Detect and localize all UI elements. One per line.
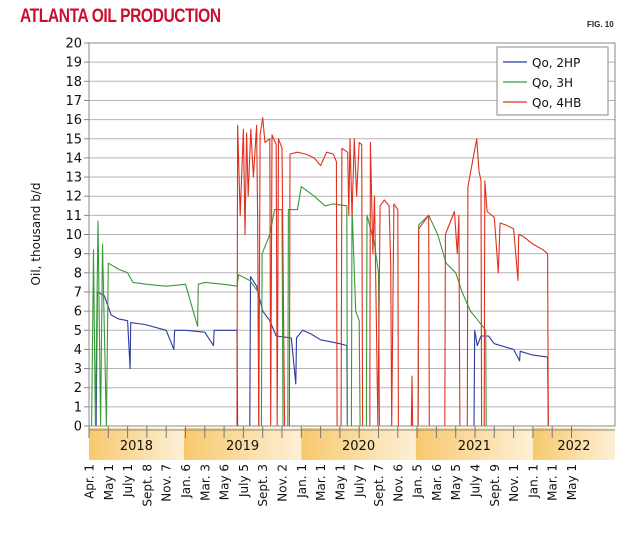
y-axis-label: Oil, thousand b/d [29, 183, 43, 286]
x-tick-label: Jan. 1 [295, 464, 309, 499]
x-tick-label: Sept. 7 [372, 464, 386, 507]
figure-label: FIG. 10 [587, 20, 614, 29]
chart-title: ATLANTA OIL PRODUCTION [20, 6, 221, 27]
y-tick-label: 17 [65, 94, 82, 109]
year-label: 2020 [342, 439, 375, 454]
x-tick-label: Sept. 8 [140, 464, 154, 507]
x-tick-label: Jan. 5 [411, 464, 425, 499]
x-tick-label: Nov. 7 [160, 464, 174, 502]
y-tick-label: 16 [65, 113, 82, 128]
y-tick-label: 2 [74, 381, 82, 396]
y-tick-label: 4 [74, 343, 82, 358]
x-tick-label: Mar. 6 [430, 464, 444, 501]
legend: Qo, 2HP Qo, 3H Qo, 4HB [496, 46, 609, 116]
plot-frame [88, 42, 616, 427]
y-tick-label: 19 [65, 56, 82, 71]
x-tick-label: May 1 [565, 464, 579, 500]
x-tick-label: July 1 [121, 464, 135, 498]
y-tick-label: 15 [65, 132, 82, 147]
y-tick-label: 10 [65, 228, 82, 243]
year-band [89, 428, 184, 460]
x-tick-label: Sept. 3 [256, 464, 270, 507]
year-label: 2021 [458, 439, 491, 454]
legend-label: Qo, 3H [532, 76, 573, 90]
x-axis: Apr. 1 May 1 July 1 Sept. 8 Nov. 7 Jan. 6 Mar.… [83, 426, 615, 507]
x-tick-label: May 6 [218, 464, 232, 500]
y-tick-label: 13 [65, 171, 82, 186]
series-line-qo-3h [91, 186, 610, 427]
x-tick-label: Nov. 1 [507, 464, 521, 502]
year-label: 2018 [120, 439, 153, 454]
y-tick-label: 5 [74, 324, 82, 339]
x-tick-label: Mar. 1 [546, 464, 560, 501]
x-tick-label: Mar. 1 [314, 464, 328, 501]
y-tick-label: 1 [74, 400, 82, 415]
year-bands: 2018 2019 2020 2021 2022 [89, 428, 615, 460]
y-tick-label: 7 [74, 285, 82, 300]
y-tick-label: 0 [74, 420, 82, 435]
year-label: 2019 [226, 439, 259, 454]
y-tick-label: 9 [74, 247, 82, 262]
y-tick-label: 11 [65, 209, 82, 224]
legend-label: Qo, 4HB [532, 96, 581, 110]
y-tick-label: 3 [74, 362, 82, 377]
year-label: 2022 [557, 439, 590, 454]
x-tick-label: May 5 [449, 464, 463, 500]
x-tick-label: Mar. 3 [198, 464, 212, 501]
series-lines [89, 117, 610, 427]
y-tick-label: 8 [74, 266, 82, 281]
x-tick-label: Jan. 6 [179, 464, 193, 499]
y-tick-label: 18 [65, 75, 82, 90]
x-tick-label: July 4 [469, 464, 483, 498]
y-tick-label: 6 [74, 305, 82, 320]
y-tick-label: 14 [65, 151, 82, 166]
y-tick-label: 12 [65, 190, 82, 205]
x-tick-label: July 7 [353, 464, 367, 498]
series-line-qo-2hp [95, 276, 610, 427]
x-tick-label: May 1 [333, 464, 347, 500]
x-tick-label: May 1 [102, 464, 116, 500]
x-tick-label: Sept. 9 [488, 464, 502, 507]
year-band [532, 428, 615, 460]
x-tick-label: Jan. 1 [526, 464, 540, 499]
series-line-qo-4hb [89, 117, 610, 427]
x-tick-label: Nov. 6 [391, 464, 405, 502]
y-tick-label: 20 [65, 37, 82, 52]
x-tick-label: July 5 [237, 464, 251, 498]
legend-label: Qo, 2HP [532, 56, 580, 70]
x-tick-label: Apr. 1 [83, 464, 97, 499]
x-tick-label: Nov. 2 [276, 464, 290, 502]
